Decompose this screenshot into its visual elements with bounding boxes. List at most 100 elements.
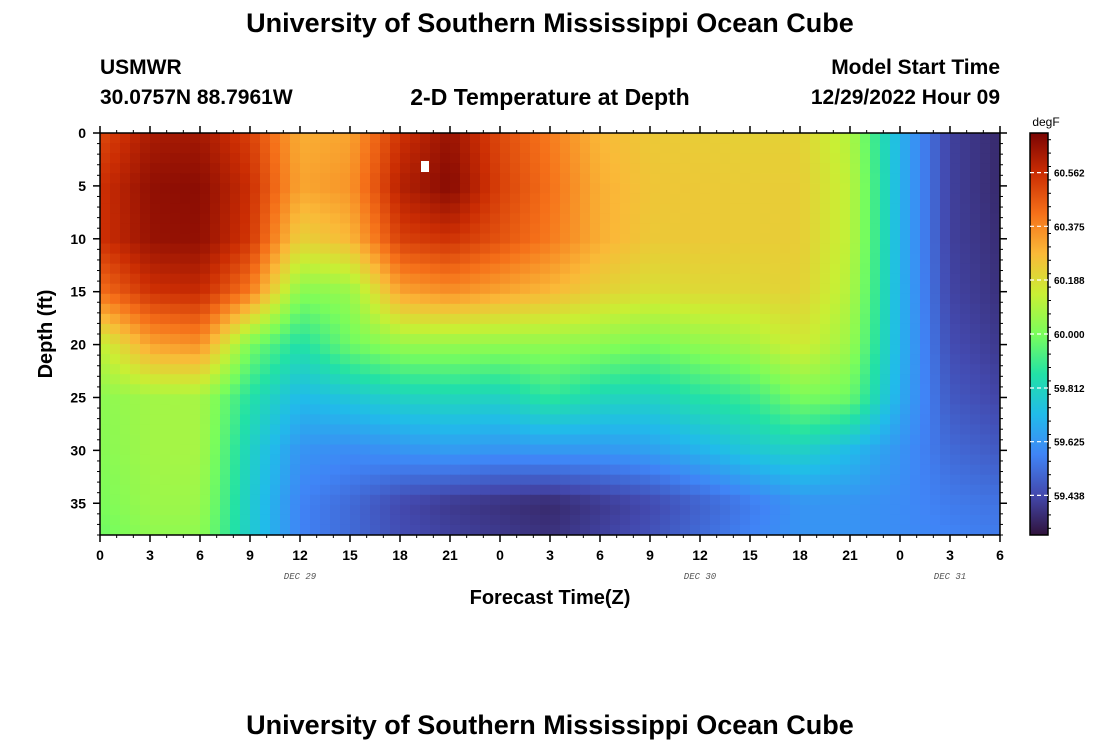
heatmap-cell <box>370 183 381 194</box>
heatmap-cell <box>770 213 781 225</box>
heatmap-cell <box>430 404 441 415</box>
heatmap-cell <box>230 163 241 174</box>
heatmap-cell <box>950 364 961 375</box>
heatmap-cell <box>210 354 221 365</box>
heatmap-cell <box>390 454 401 466</box>
heatmap-cell <box>290 303 301 315</box>
heatmap-cell <box>690 143 701 154</box>
heatmap-cell <box>840 484 851 496</box>
heatmap-cell <box>240 334 251 345</box>
heatmap-cell <box>510 444 521 456</box>
heatmap-cell <box>850 334 861 345</box>
heatmap-cell <box>410 303 421 315</box>
heatmap-cell <box>440 143 451 154</box>
heatmap-cell <box>410 163 421 174</box>
heatmap-cell <box>270 293 281 305</box>
heatmap-cell <box>930 263 941 275</box>
heatmap-cell <box>770 233 781 245</box>
heatmap-cell <box>570 384 581 395</box>
heatmap-cell <box>320 163 331 174</box>
heatmap-cell <box>750 444 761 456</box>
heatmap-cell <box>500 394 511 405</box>
heatmap-cell <box>340 233 351 245</box>
heatmap-cell <box>480 153 491 164</box>
heatmap-cell <box>990 364 1000 375</box>
heatmap-cell <box>980 283 991 295</box>
heatmap-cell <box>460 283 471 295</box>
heatmap-cell <box>570 303 581 315</box>
heatmap-cell <box>940 183 951 194</box>
heatmap-cell <box>800 424 811 436</box>
heatmap-cell <box>610 193 621 204</box>
heatmap-cell <box>620 524 631 535</box>
heatmap-cell <box>770 524 781 535</box>
heatmap-cell <box>710 143 721 154</box>
heatmap-cell <box>600 323 611 335</box>
heatmap-cell <box>410 474 421 486</box>
heatmap-cell <box>470 143 481 154</box>
heatmap-cell <box>660 364 671 375</box>
heatmap-cell <box>570 293 581 305</box>
heatmap-cell <box>190 474 201 486</box>
heatmap-cell <box>470 233 481 245</box>
heatmap-cell <box>840 293 851 305</box>
heatmap-cell <box>500 203 511 214</box>
heatmap-cell <box>490 203 501 214</box>
heatmap-cell <box>510 243 521 255</box>
heatmap-cell <box>410 273 421 285</box>
heatmap-cell <box>880 514 891 526</box>
heatmap-cell <box>400 313 411 325</box>
heatmap-cell <box>870 323 881 335</box>
heatmap-cell <box>130 263 141 275</box>
heatmap-cell <box>920 213 931 225</box>
heatmap-cell <box>570 143 581 154</box>
heatmap-cell <box>900 374 911 385</box>
heatmap-cell <box>590 414 601 426</box>
heatmap-cell <box>870 223 881 235</box>
heatmap-cell <box>380 273 391 285</box>
heatmap-cell <box>400 283 411 295</box>
heatmap-cell <box>880 344 891 355</box>
heatmap-cell <box>290 253 301 265</box>
heatmap-cell <box>500 273 511 285</box>
heatmap-cell <box>410 153 421 164</box>
heatmap-cell <box>170 233 181 245</box>
heatmap-cell <box>260 283 271 295</box>
heatmap-cell <box>560 143 571 154</box>
heatmap-cell <box>330 223 341 235</box>
date-label: DEC 31 <box>934 572 966 582</box>
heatmap-cell <box>760 414 771 426</box>
heatmap-cell <box>900 494 911 506</box>
heatmap-cell <box>180 293 191 305</box>
heatmap-cell <box>830 163 841 174</box>
heatmap-cell <box>850 504 861 516</box>
heatmap-cell <box>680 193 691 204</box>
heatmap-cell <box>900 323 911 335</box>
heatmap-cell <box>900 213 911 225</box>
heatmap-cell <box>930 203 941 214</box>
heatmap-cell <box>200 283 211 295</box>
heatmap-cell <box>450 514 461 526</box>
heatmap-cell <box>550 133 561 144</box>
heatmap-cell <box>840 384 851 395</box>
heatmap-cell <box>570 354 581 365</box>
heatmap-cell <box>400 133 411 144</box>
heatmap-cell <box>380 424 391 436</box>
heatmap-cell <box>180 243 191 255</box>
heatmap-cell <box>900 233 911 245</box>
heatmap-cell <box>480 133 491 144</box>
heatmap-cell <box>940 344 951 355</box>
heatmap-cell <box>880 213 891 225</box>
heatmap-cell <box>880 524 891 535</box>
heatmap-cell <box>340 514 351 526</box>
heatmap-cell <box>250 454 261 466</box>
heatmap-cell <box>390 424 401 436</box>
heatmap-cell <box>690 484 701 496</box>
heatmap-cell <box>120 514 131 526</box>
heatmap-cell <box>370 504 381 516</box>
heatmap-cell <box>180 454 191 466</box>
heatmap-cell <box>690 233 701 245</box>
heatmap-cell <box>350 474 361 486</box>
heatmap-cell <box>720 233 731 245</box>
